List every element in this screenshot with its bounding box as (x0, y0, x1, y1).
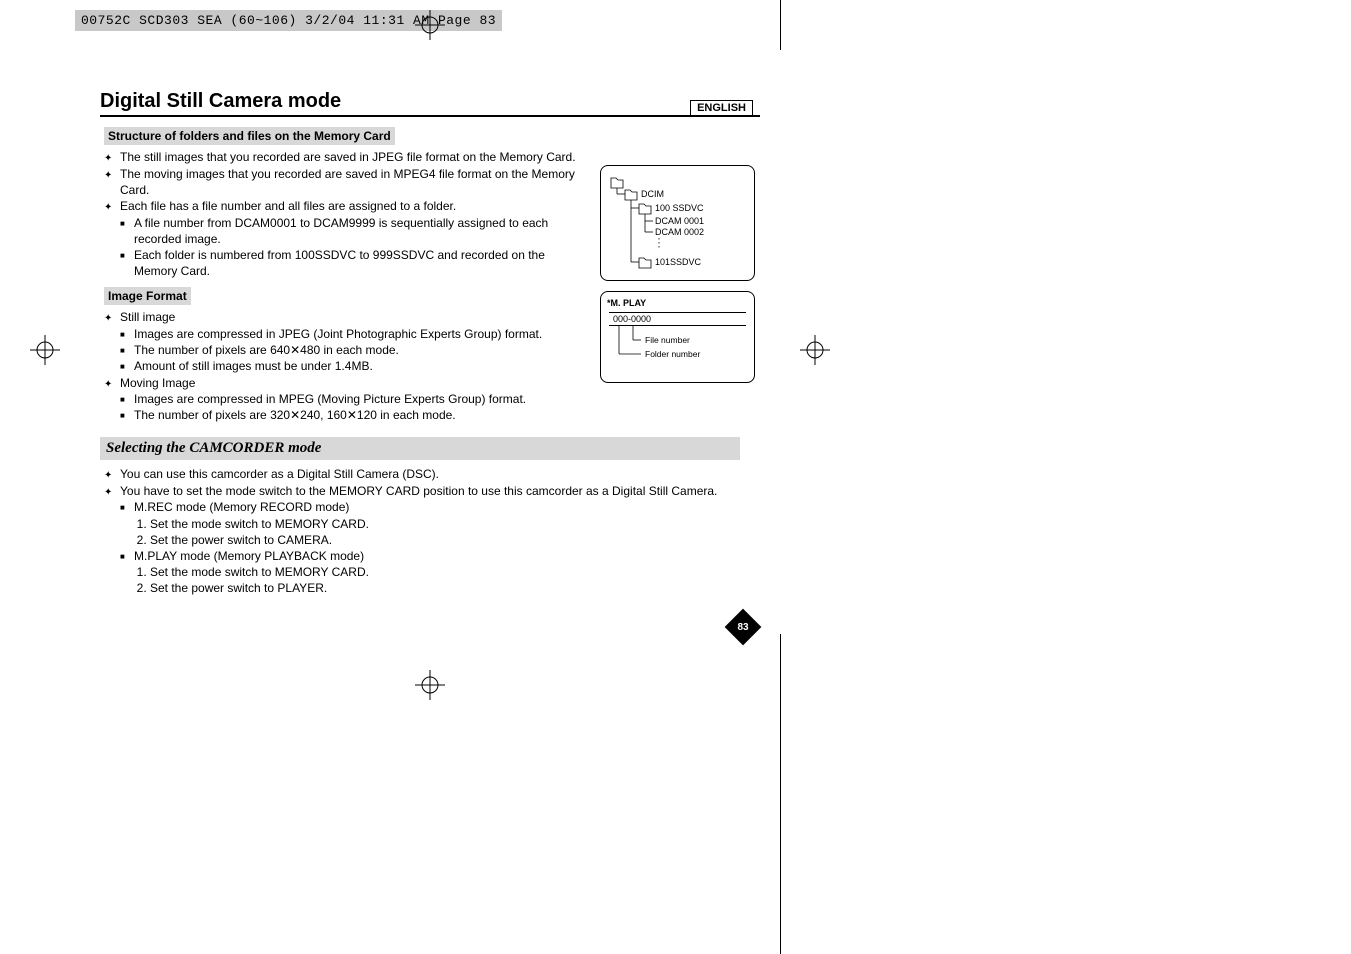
mrec-list: M.REC mode (Memory RECORD mode) (100, 499, 760, 515)
folder-tree-icon: DCIM 100 SSDVC DCAM 0001 DCAM 0002 101SS… (607, 174, 747, 274)
page-title: Digital Still Camera mode (100, 90, 760, 113)
page-number-value: 83 (730, 614, 756, 640)
list-item: Each file has a file number and all file… (120, 198, 580, 215)
mplay-steps: Set the mode switch to MEMORY CARD. Set … (100, 564, 760, 596)
structure-sublist: A file number from DCAM0001 to DCAM9999 … (100, 215, 580, 280)
selecting-list: You can use this camcorder as a Digital … (100, 466, 760, 499)
mplay-figure: *M. PLAY 000-0000 File number Folder num… (600, 291, 755, 383)
registration-mark-bottom (415, 670, 445, 700)
tree-label: DCIM (641, 189, 664, 199)
registration-mark-right (800, 335, 830, 365)
mrec-steps: Set the mode switch to MEMORY CARD. Set … (100, 516, 760, 548)
format-sublist-moving: Images are compressed in MPEG (Moving Pi… (100, 391, 760, 423)
section-heading-structure: Structure of folders and files on the Me… (104, 127, 395, 145)
list-item: You can use this camcorder as a Digital … (120, 466, 760, 483)
folder-tree-figure: DCIM 100 SSDVC DCAM 0001 DCAM 0002 101SS… (600, 165, 755, 281)
tree-label: DCAM 0002 (655, 227, 704, 237)
mplay-value: 000-0000 (613, 314, 651, 324)
registration-mark-top (415, 10, 445, 40)
crop-line-top (780, 0, 781, 50)
tree-label: 101SSDVC (655, 257, 702, 267)
section-heading-format: Image Format (104, 287, 191, 305)
title-rule (100, 115, 760, 117)
registration-mark-left (30, 335, 60, 365)
callout-label: File number (645, 335, 690, 345)
crop-line-bottom (780, 634, 781, 954)
list-item: Set the power switch to PLAYER. (150, 580, 760, 596)
structure-list: The still images that you recorded are s… (100, 149, 580, 215)
list-item: A file number from DCAM0001 to DCAM9999 … (134, 215, 580, 247)
mplay-callout-icon: File number Folder number (603, 326, 751, 366)
list-item: The number of pixels are 320✕240, 160✕12… (134, 407, 760, 423)
section-heading-selecting: Selecting the CAMCORDER mode (100, 437, 740, 460)
tree-label: DCAM 0001 (655, 216, 704, 226)
tree-label: 100 SSDVC (655, 203, 704, 213)
mplay-title: *M. PLAY (603, 296, 752, 310)
list-item: Set the power switch to CAMERA. (150, 532, 760, 548)
mplay-list: M.PLAY mode (Memory PLAYBACK mode) (100, 548, 760, 564)
list-item: M.PLAY mode (Memory PLAYBACK mode) (134, 548, 760, 564)
mplay-value-field: 000-0000 (609, 312, 746, 326)
list-item: You have to set the mode switch to the M… (120, 483, 760, 500)
list-item: M.REC mode (Memory RECORD mode) (134, 499, 760, 515)
side-figures: DCIM 100 SSDVC DCAM 0001 DCAM 0002 101SS… (600, 165, 755, 393)
list-item: Set the mode switch to MEMORY CARD. (150, 564, 760, 580)
list-item: Set the mode switch to MEMORY CARD. (150, 516, 760, 532)
list-item: Images are compressed in MPEG (Moving Pi… (134, 391, 760, 407)
list-item: Each folder is numbered from 100SSDVC to… (134, 247, 580, 279)
list-item: The still images that you recorded are s… (120, 149, 580, 166)
callout-label: Folder number (645, 349, 700, 359)
list-item: The moving images that you recorded are … (120, 166, 580, 199)
page-number-badge: 83 (730, 614, 756, 640)
